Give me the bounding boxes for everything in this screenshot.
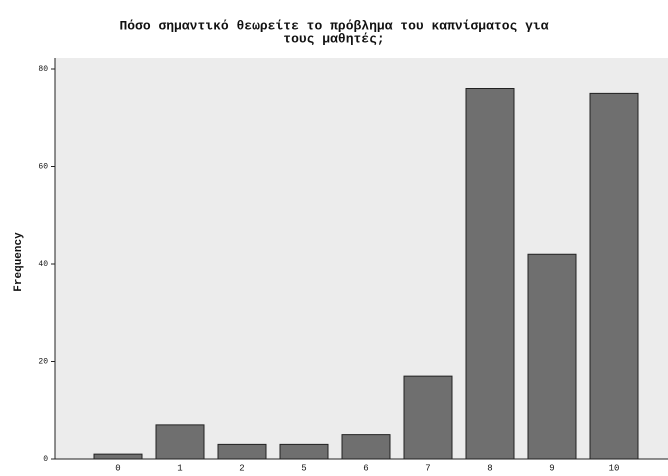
bar (527, 253, 577, 460)
x-tick-label: 2 (239, 463, 244, 473)
bar (217, 443, 267, 460)
y-tick-label: 0 (43, 455, 48, 464)
y-tick-label: 60 (38, 163, 48, 172)
x-tick-label: 0 (115, 463, 120, 473)
chart-title-line: Πόσο σημαντικό θεωρείτε το πρόβλημα του … (119, 18, 548, 33)
bar (465, 88, 515, 460)
bar (589, 92, 639, 460)
bar (93, 453, 143, 460)
x-tick-label: 5 (301, 463, 306, 473)
y-tick-label: 40 (38, 260, 48, 269)
bar (279, 443, 329, 460)
chart-title-line: τους μαθητές; (283, 31, 384, 46)
y-axis-label: Frequency (13, 232, 25, 292)
x-tick-label: 6 (363, 463, 368, 473)
y-tick-label: 80 (38, 65, 48, 74)
x-tick-label: 8 (487, 463, 492, 473)
x-tick-label: 7 (425, 463, 430, 473)
bar (403, 375, 453, 460)
bar (155, 424, 205, 460)
x-tick-label: 1 (177, 463, 182, 473)
bar (341, 434, 391, 460)
x-tick-label: 10 (609, 463, 620, 473)
y-tick-label: 20 (38, 358, 48, 367)
x-tick-label: 9 (549, 463, 554, 473)
